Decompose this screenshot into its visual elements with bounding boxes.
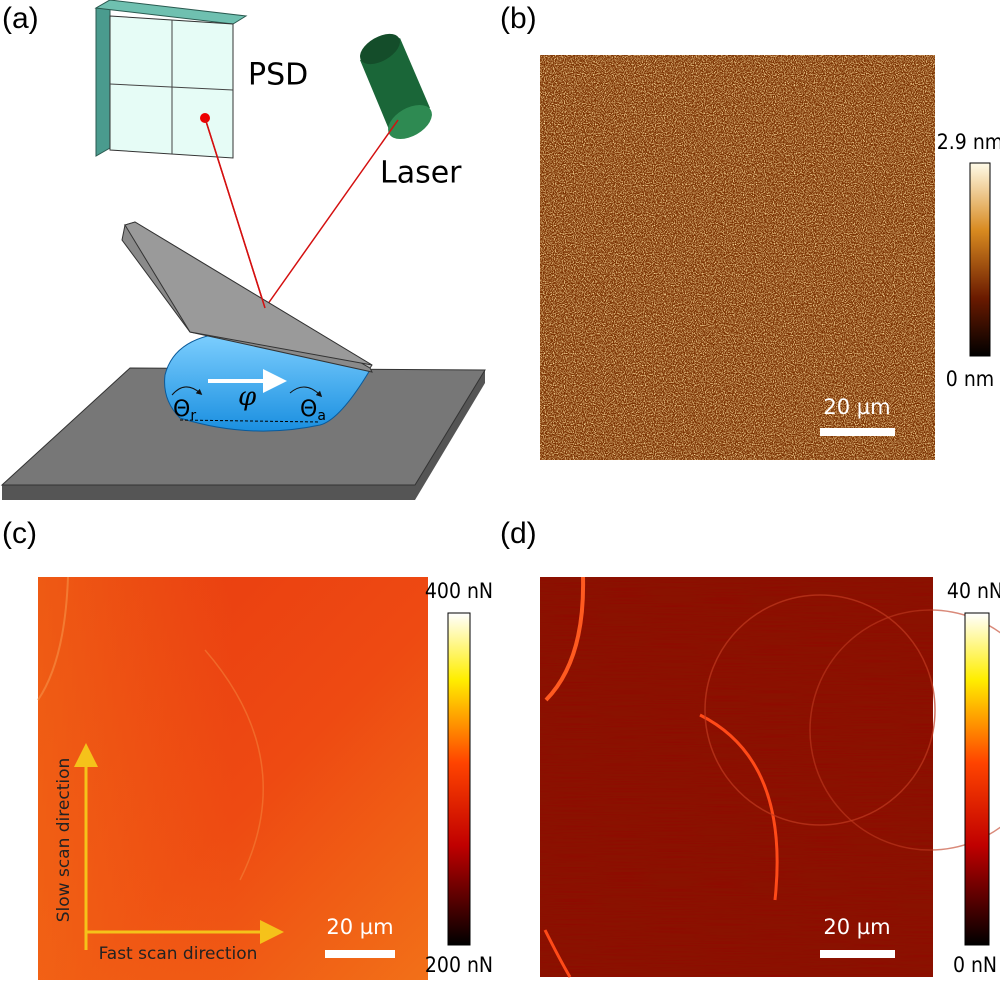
panel-label: (a) <box>2 2 39 35</box>
colorbar <box>969 162 991 357</box>
scale-bar-label: 20 µm <box>823 395 890 419</box>
scale-bar <box>325 950 395 958</box>
theta-symbol: Θ <box>173 397 190 422</box>
scale-bar-label: 20 µm <box>326 915 393 939</box>
afm-texture <box>540 55 935 460</box>
phi: φ <box>238 382 257 412</box>
panel-c: (c) Slow scan direction Fast scan direct… <box>2 517 493 980</box>
panel-label: (d) <box>500 517 537 550</box>
arc <box>543 929 572 978</box>
theta-r: Θr <box>173 397 196 424</box>
panel-label: (b) <box>500 2 537 35</box>
theta-a: Θa <box>300 397 326 424</box>
panel-d: (d) 20 µm 40 nN 0 nN <box>500 517 1000 978</box>
arc <box>704 594 936 826</box>
colorbar-min: 0 nN <box>953 953 997 977</box>
force-shade <box>38 577 428 980</box>
colorbar-min: 0 nm <box>946 367 994 391</box>
psd-side <box>95 0 111 157</box>
arc <box>809 609 1000 851</box>
cantilever <box>124 221 373 366</box>
laser-end <box>388 104 432 140</box>
fast-axis-label: Fast scan direction <box>99 944 258 964</box>
angle-arrow <box>289 386 323 398</box>
colorbar-max: 400 nN <box>425 579 493 603</box>
scale-bar-label: 20 µm <box>823 915 890 939</box>
slow-axis-label: Slow scan direction <box>54 758 74 923</box>
colorbar <box>964 612 990 946</box>
arc <box>699 713 779 901</box>
psd-line <box>109 83 234 91</box>
psd-top <box>94 0 248 25</box>
colorbar <box>447 612 471 946</box>
panel-b: (b) 20 µm 2.9 nm 0 nm <box>500 2 1000 460</box>
theta-sub: a <box>317 408 326 424</box>
laser-top <box>360 33 400 65</box>
friction-texture <box>540 577 933 977</box>
psd-label: PSD <box>248 58 308 93</box>
colorbar-min: 200 nN <box>425 953 493 977</box>
arc <box>37 576 69 701</box>
theta-symbol: Θ <box>300 397 317 422</box>
theta-sub: r <box>190 408 196 424</box>
panel-a: (a) PSD Laser Θr φ Θa <box>0 0 486 500</box>
laser-beam <box>204 117 399 310</box>
scale-bar <box>820 428 895 436</box>
laser-label: Laser <box>380 156 462 191</box>
arc <box>204 649 264 881</box>
angle-arrow <box>171 386 203 396</box>
colorbar-max: 2.9 nm <box>937 130 1000 154</box>
baseline <box>179 419 321 423</box>
scale-bar <box>820 950 895 958</box>
arc <box>544 576 586 702</box>
laser-beam <box>204 117 266 309</box>
colorbar-max: 40 nN <box>947 579 1000 603</box>
panel-label: (c) <box>2 517 37 550</box>
